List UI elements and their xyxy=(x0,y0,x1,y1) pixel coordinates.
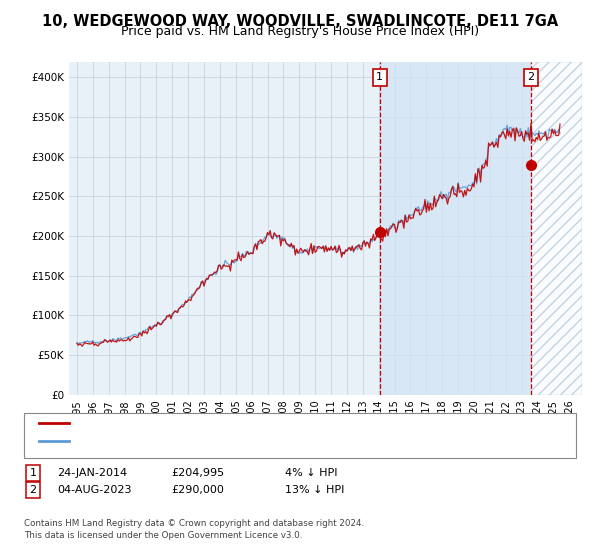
Text: 2: 2 xyxy=(527,72,535,82)
Text: HPI: Average price, detached house, South Derbyshire: HPI: Average price, detached house, Sout… xyxy=(75,436,372,446)
Text: 24-JAN-2014: 24-JAN-2014 xyxy=(57,468,127,478)
Text: Contains HM Land Registry data © Crown copyright and database right 2024.: Contains HM Land Registry data © Crown c… xyxy=(24,519,364,528)
Text: 1: 1 xyxy=(376,72,383,82)
Text: 13% ↓ HPI: 13% ↓ HPI xyxy=(285,485,344,495)
Bar xyxy=(531,62,582,395)
Text: Price paid vs. HM Land Registry's House Price Index (HPI): Price paid vs. HM Land Registry's House … xyxy=(121,25,479,38)
Text: 04-AUG-2023: 04-AUG-2023 xyxy=(57,485,131,495)
Bar xyxy=(380,62,531,395)
Text: 4% ↓ HPI: 4% ↓ HPI xyxy=(285,468,337,478)
Text: 10, WEDGEWOOD WAY, WOODVILLE, SWADLINCOTE, DE11 7GA (detached house): 10, WEDGEWOOD WAY, WOODVILLE, SWADLINCOT… xyxy=(75,418,522,428)
Text: £204,995: £204,995 xyxy=(171,468,224,478)
Text: 1: 1 xyxy=(29,468,37,478)
Text: 10, WEDGEWOOD WAY, WOODVILLE, SWADLINCOTE, DE11 7GA: 10, WEDGEWOOD WAY, WOODVILLE, SWADLINCOT… xyxy=(42,14,558,29)
Text: £290,000: £290,000 xyxy=(171,485,224,495)
Text: This data is licensed under the Open Government Licence v3.0.: This data is licensed under the Open Gov… xyxy=(24,531,302,540)
Text: 2: 2 xyxy=(29,485,37,495)
